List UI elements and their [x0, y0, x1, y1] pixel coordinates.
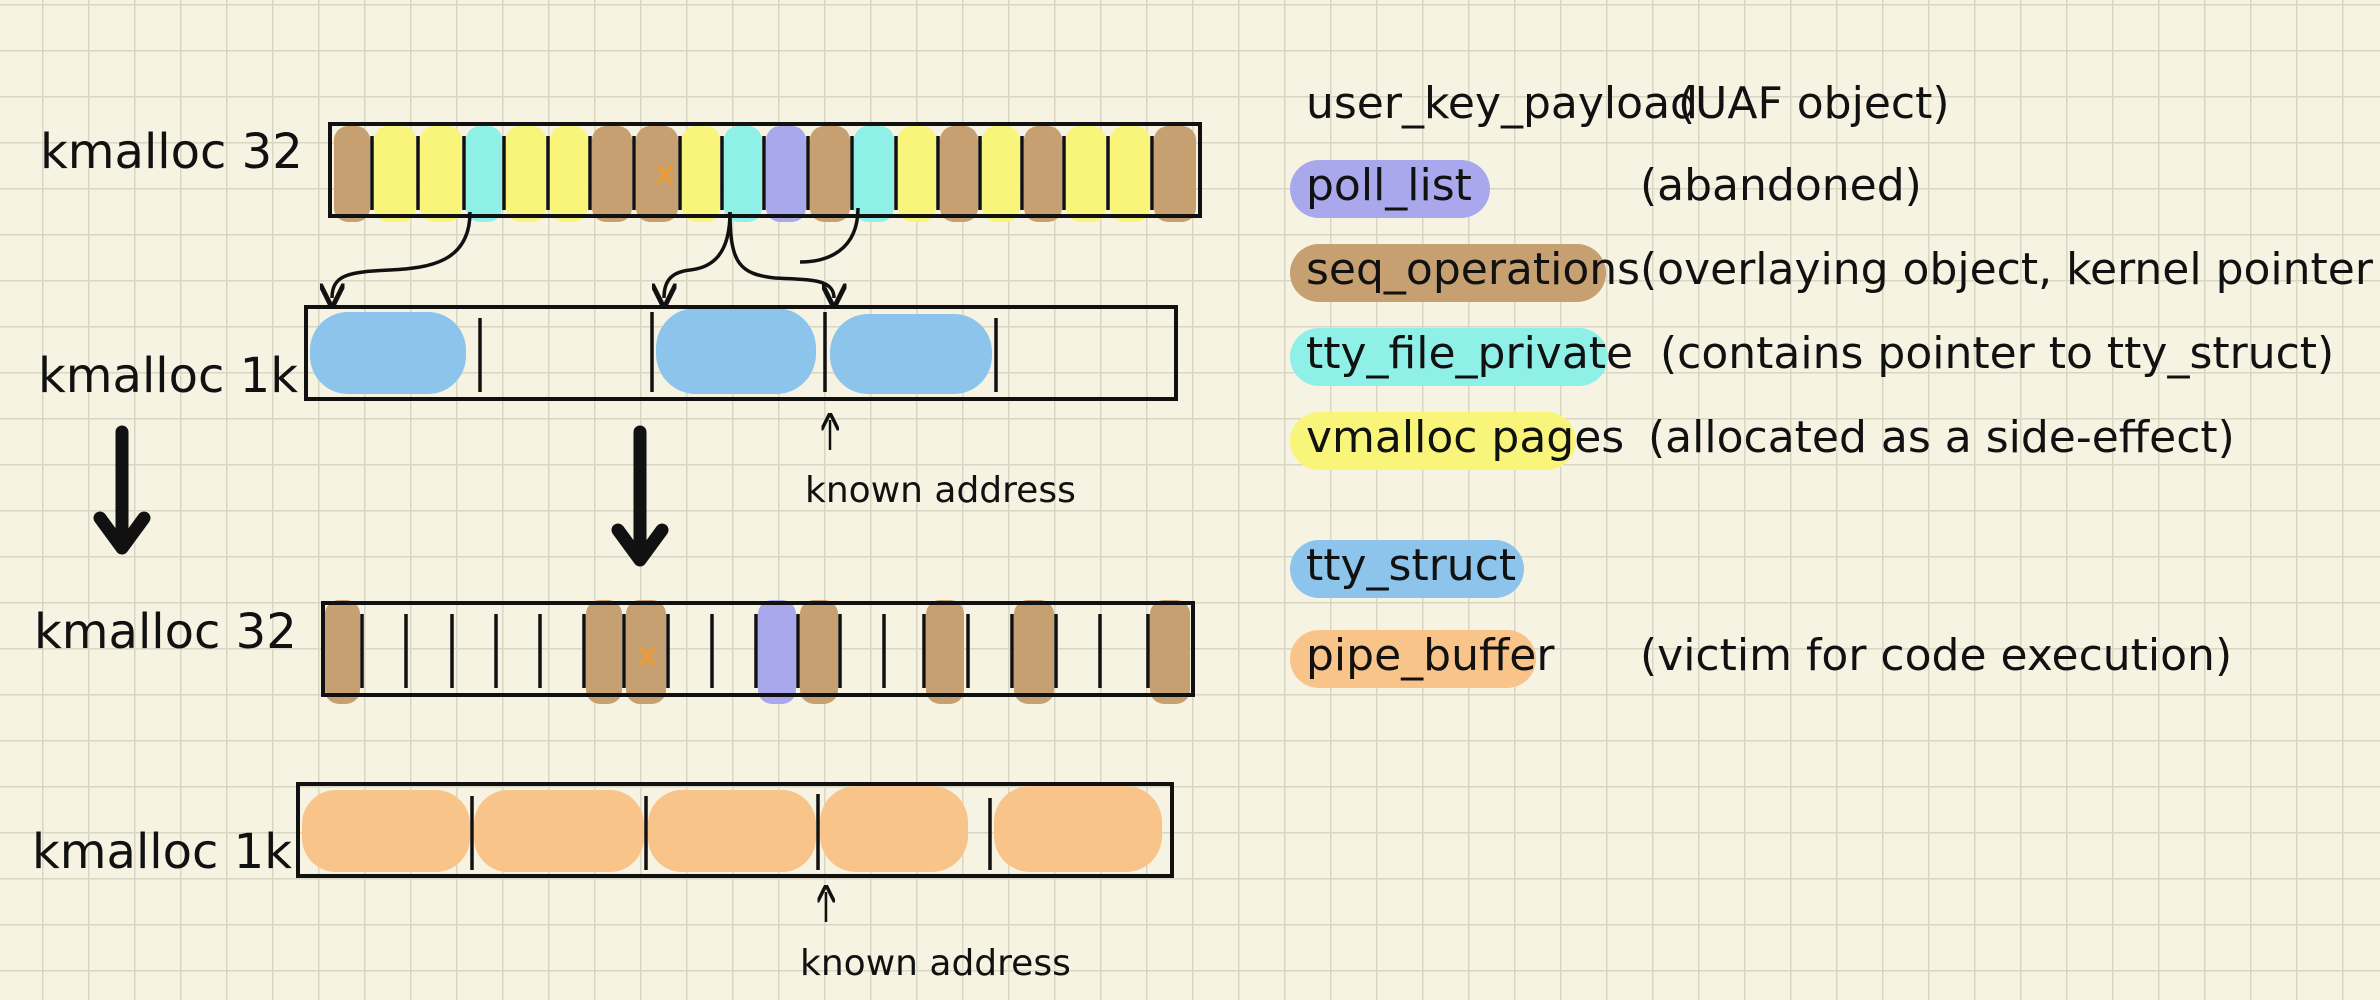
- seq-operations-slot: [1150, 600, 1190, 704]
- poll-list-slot: [758, 600, 796, 704]
- seq-operations-slot: [334, 126, 370, 222]
- legend-name: user_key_payload: [1306, 78, 1698, 129]
- legend-name: vmalloc pages: [1306, 412, 1624, 463]
- row-label-kmalloc1k-before: kmalloc 1k: [38, 348, 298, 404]
- legend-name: pipe_buffer: [1306, 630, 1555, 681]
- vmalloc-pages-slot: [420, 126, 462, 222]
- kmalloc1k-slab-after: [296, 782, 1174, 878]
- seq-operations-slot: [325, 600, 360, 704]
- transition-arrow: [611, 425, 669, 567]
- uaf-marker: x: [655, 153, 675, 193]
- tty-file-private-slot: [466, 126, 502, 222]
- poll-list-slot: [766, 126, 806, 222]
- kmalloc32-slab-before: x: [328, 122, 1202, 222]
- tty-file-private-slot: [854, 126, 894, 222]
- uaf-marker: x: [637, 635, 657, 675]
- row-label-kmalloc32-after: kmalloc 32: [34, 604, 297, 660]
- known-address-annotation: known address: [800, 892, 1071, 984]
- legend-item-tty-struct: tty_struct: [1290, 540, 1524, 598]
- pipe-buffer-block: [474, 790, 644, 872]
- transition-arrow: [93, 425, 151, 555]
- seq-operations-slot: [1024, 126, 1062, 222]
- vmalloc-pages-slot: [1110, 126, 1150, 222]
- tty-struct-block: [310, 312, 466, 394]
- seq-operations-slot: [592, 126, 632, 222]
- legend-name: tty_file_private: [1306, 328, 1633, 379]
- tty-file-private-slot: [724, 126, 762, 222]
- vmalloc-pages-slot: [982, 126, 1020, 222]
- known-address-label: known address: [805, 470, 1076, 511]
- legend-item-user-key-payload: user_key_payload(UAF object): [1306, 78, 1950, 129]
- legend-item-tty-file-private: tty_file_private (contains pointer to tty…: [1290, 328, 2334, 386]
- seq-operations-slot: [800, 600, 838, 704]
- legend-note: (overlaying object, kernel pointer leak): [1640, 244, 2380, 295]
- kmalloc1k-slab-before: [304, 305, 1178, 401]
- legend-item-seq-operations: seq_operations (overlaying object, kernel…: [1290, 244, 2380, 302]
- row-label-kmalloc32-before: kmalloc 32: [40, 124, 303, 180]
- legend-note: (UAF object): [1678, 78, 1950, 129]
- legend-note: (allocated as a side-effect): [1648, 412, 2235, 463]
- vmalloc-pages-slot: [550, 126, 588, 222]
- seq-operations-slot: [636, 126, 678, 222]
- legend-item-poll-list: poll_list (abandoned): [1290, 160, 1922, 218]
- legend-note: (contains pointer to tty_struct): [1660, 328, 2334, 379]
- legend: user_key_payload(UAF object) poll_list (ab…: [1290, 78, 2380, 688]
- pipe-buffer-block: [302, 790, 470, 872]
- tty-struct-block: [656, 308, 816, 394]
- legend-note: (abandoned): [1640, 160, 1922, 211]
- vmalloc-pages-slot: [374, 126, 416, 222]
- pipe-buffer-block: [820, 786, 968, 872]
- seq-operations-slot: [1014, 600, 1054, 704]
- tty-struct-block: [830, 314, 992, 394]
- seq-operations-slot: [1154, 126, 1196, 222]
- known-address-label: known address: [800, 943, 1071, 984]
- vmalloc-pages-slot: [682, 126, 720, 222]
- vmalloc-pages-slot: [1066, 126, 1106, 222]
- seq-operations-slot: [586, 600, 622, 704]
- pipe-buffer-block: [648, 790, 816, 872]
- legend-item-pipe-buffer: pipe_buffer (victim for code execution): [1290, 630, 2232, 688]
- legend-name: tty_struct: [1306, 540, 1516, 591]
- seq-operations-slot: [926, 600, 964, 704]
- known-address-annotation: known address: [805, 420, 1076, 511]
- seq-operations-slot: [940, 126, 978, 222]
- pipe-buffer-block: [994, 786, 1162, 872]
- vmalloc-pages-slot: [898, 126, 936, 222]
- seq-operations-slot: [626, 600, 666, 704]
- legend-item-vmalloc-pages: vmalloc pages (allocated as a side-effect…: [1290, 412, 2235, 470]
- seq-operations-slot: [810, 126, 850, 222]
- kmalloc32-slab-after: x: [321, 600, 1195, 704]
- pointer-arrows: [332, 207, 860, 298]
- legend-note: (victim for code execution): [1640, 630, 2232, 681]
- legend-name: poll_list: [1306, 160, 1472, 211]
- legend-name: seq_operations: [1306, 244, 1640, 295]
- vmalloc-pages-slot: [506, 126, 546, 222]
- row-label-kmalloc1k-after: kmalloc 1k: [32, 824, 292, 880]
